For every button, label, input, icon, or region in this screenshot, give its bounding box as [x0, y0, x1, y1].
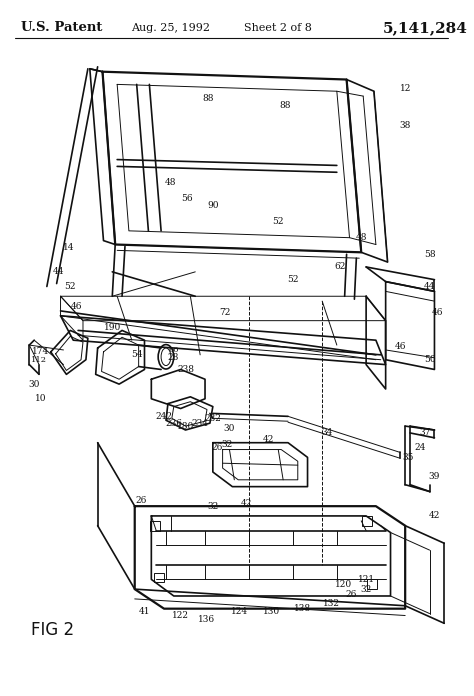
Text: 124: 124 [231, 607, 248, 616]
Text: 5,141,284: 5,141,284 [382, 21, 467, 35]
Text: U.S. Patent: U.S. Patent [21, 22, 103, 34]
Text: 236: 236 [165, 419, 182, 427]
Text: 46: 46 [394, 342, 406, 351]
Text: 52: 52 [273, 216, 284, 226]
Text: Aug. 25, 1992: Aug. 25, 1992 [131, 23, 210, 33]
Text: FIG 2: FIG 2 [31, 621, 74, 639]
Text: 38: 38 [400, 121, 411, 130]
Text: 112: 112 [31, 356, 47, 364]
Text: 136: 136 [199, 615, 216, 624]
Text: 42: 42 [429, 512, 440, 521]
Text: 52: 52 [287, 275, 299, 284]
Text: 30: 30 [28, 379, 40, 388]
Text: 28: 28 [167, 354, 179, 362]
Text: 180: 180 [177, 422, 194, 431]
Text: 42: 42 [263, 435, 274, 444]
Text: 41: 41 [139, 607, 150, 616]
Text: 62: 62 [334, 262, 346, 271]
Bar [367, 579, 377, 589]
Text: 190: 190 [104, 323, 121, 332]
Text: 52: 52 [64, 282, 76, 291]
Text: 26: 26 [136, 496, 147, 505]
Text: 121: 121 [357, 575, 374, 584]
Text: 44: 44 [424, 282, 435, 291]
Text: Sheet 2 of 8: Sheet 2 of 8 [244, 23, 312, 33]
Text: 132: 132 [323, 599, 340, 608]
Text: 56: 56 [182, 194, 193, 203]
Text: 46: 46 [71, 301, 82, 310]
Text: 14: 14 [63, 243, 74, 252]
Text: 30: 30 [224, 424, 235, 432]
Bar [362, 516, 372, 525]
Text: 58: 58 [424, 250, 436, 259]
Text: 24: 24 [414, 443, 426, 452]
Text: 88: 88 [279, 102, 291, 111]
Text: 232: 232 [204, 414, 221, 422]
Bar [150, 521, 160, 530]
Text: 122: 122 [172, 611, 189, 620]
Text: 35: 35 [402, 453, 414, 462]
Text: 10: 10 [35, 394, 47, 403]
Text: 39: 39 [429, 473, 440, 482]
Text: 72: 72 [219, 308, 230, 317]
Text: 12: 12 [400, 84, 411, 93]
Text: 50: 50 [424, 355, 436, 364]
Text: 48: 48 [165, 177, 177, 187]
Text: 174: 174 [32, 347, 50, 356]
Text: 26: 26 [211, 443, 222, 452]
Text: 32: 32 [222, 440, 233, 449]
Text: 90: 90 [207, 201, 219, 210]
Text: 46: 46 [432, 308, 443, 317]
Text: 242: 242 [155, 412, 173, 421]
Text: 42: 42 [240, 499, 252, 508]
Text: 130: 130 [263, 607, 280, 616]
Text: 138: 138 [294, 604, 311, 613]
Text: 238: 238 [177, 365, 194, 374]
Text: 60: 60 [169, 346, 179, 354]
Text: 88: 88 [202, 93, 214, 102]
Text: 32: 32 [207, 502, 219, 511]
Text: 54: 54 [131, 350, 143, 359]
Text: 34: 34 [321, 429, 333, 438]
Text: 44: 44 [53, 267, 64, 276]
Text: 120: 120 [335, 580, 352, 589]
Text: 37: 37 [419, 429, 430, 438]
Text: 234: 234 [191, 419, 209, 427]
Text: 48: 48 [356, 233, 367, 242]
Text: 26: 26 [346, 590, 357, 599]
Bar [154, 573, 164, 583]
Text: 32: 32 [361, 585, 372, 594]
